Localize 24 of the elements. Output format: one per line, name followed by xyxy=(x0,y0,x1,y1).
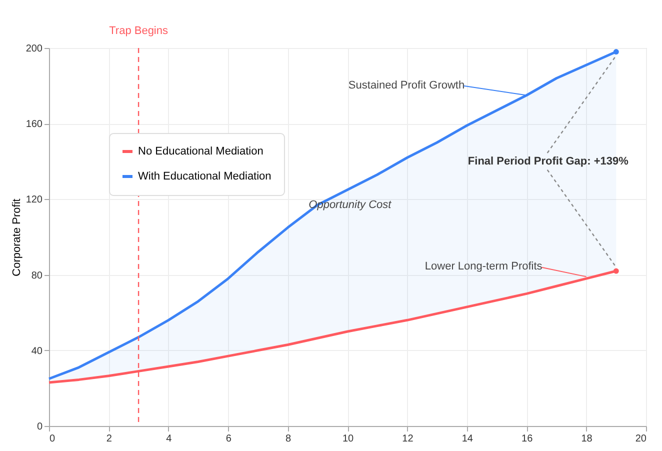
legend-label: With Educational Mediation xyxy=(138,170,272,182)
y-tick-label: 120 xyxy=(26,194,43,206)
x-tick-label: 18 xyxy=(581,434,593,444)
y-axis-title: Corporate Profit xyxy=(10,198,23,276)
x-tick-label: 6 xyxy=(226,434,232,444)
x-tick-label: 10 xyxy=(342,434,354,444)
annotation: Sustained Profit Growth xyxy=(348,79,465,92)
ref-line-label: Trap Begins xyxy=(109,25,168,37)
y-tick-label: 0 xyxy=(36,422,43,432)
y-tick-label: 80 xyxy=(31,270,43,282)
x-tick-label: 12 xyxy=(402,434,414,444)
x-tick-label: 8 xyxy=(286,434,292,444)
x-tick-label: 16 xyxy=(522,434,534,444)
x-tick-label: 20 xyxy=(635,434,647,444)
legend-label: No Educational Mediation xyxy=(138,146,264,158)
x-tick-label: 2 xyxy=(106,434,112,444)
annotation: Final Period Profit Gap: +139% xyxy=(468,155,629,168)
y-tick-label: 160 xyxy=(26,119,43,130)
annotation: Lower Long-term Profits xyxy=(424,260,543,273)
x-tick-label: 4 xyxy=(166,434,172,444)
y-tick-label: 40 xyxy=(31,346,43,357)
x-tick-label: 14 xyxy=(462,434,474,444)
x-tick-label: 0 xyxy=(50,434,56,444)
y-tick-label: 200 xyxy=(26,44,43,54)
